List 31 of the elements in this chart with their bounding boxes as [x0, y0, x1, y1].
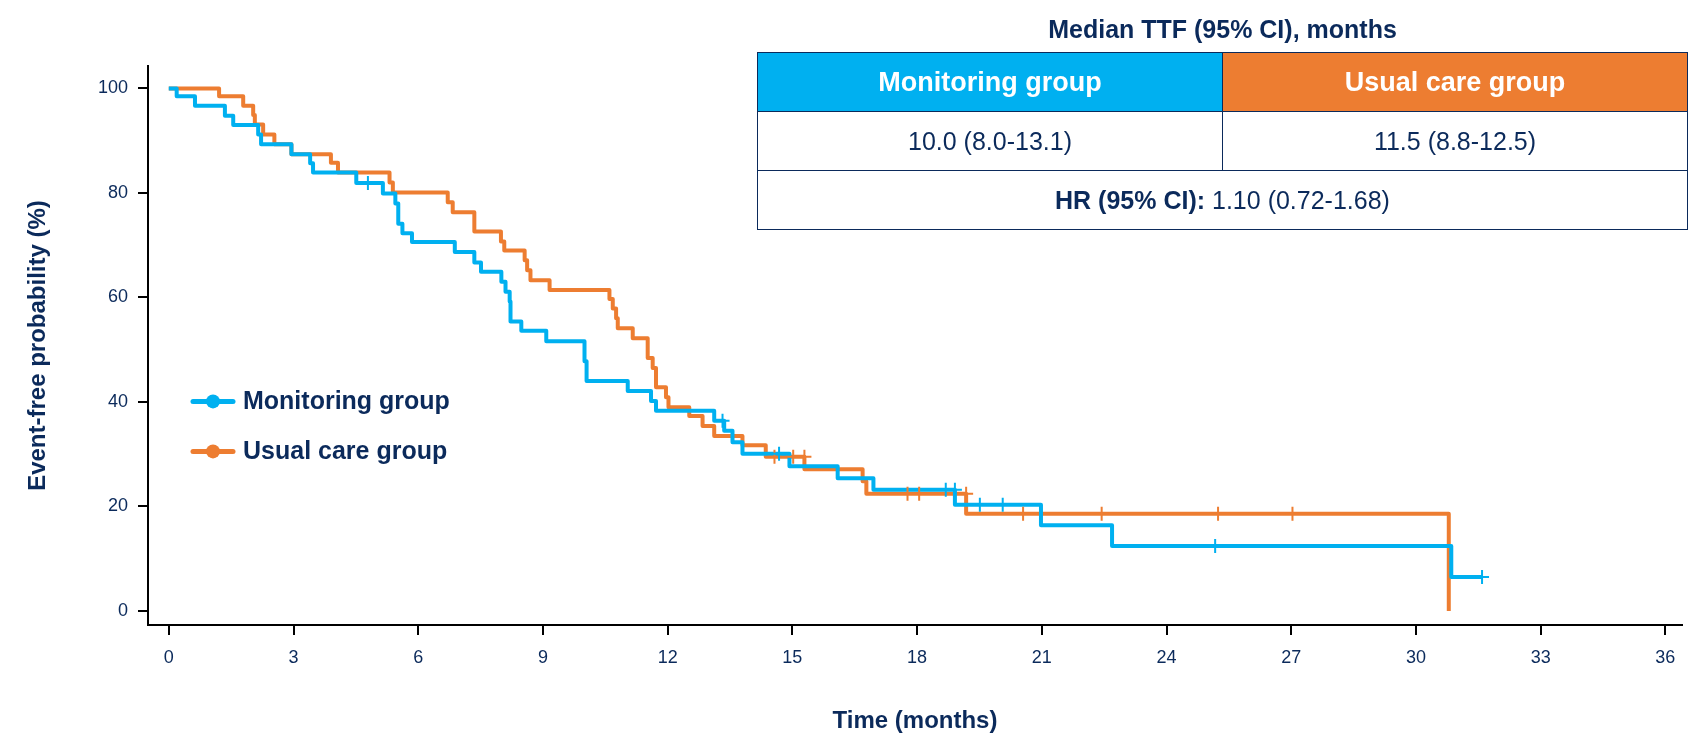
table-header-cell: Usual care group — [1222, 52, 1688, 112]
x-tick-label: 21 — [1031, 646, 1052, 667]
legend-label: Usual care group — [243, 436, 448, 465]
y-tick-label: 0 — [117, 599, 128, 620]
x-tick-label: 18 — [907, 646, 928, 667]
x-tick-label: 24 — [1156, 646, 1177, 667]
x-axis-title: Time (months) — [832, 706, 998, 734]
x-tick-label: 30 — [1405, 646, 1426, 667]
y-tick-label: 40 — [107, 390, 128, 411]
annotation: HR (95% CI): — [1055, 185, 1206, 214]
y-tick-label: 100 — [97, 77, 128, 98]
text: Median TTF (95% CI), months — [1047, 14, 1398, 45]
annotation: 11.5 (8.8-12.5) — [1222, 111, 1688, 171]
y-tick-label: 20 — [107, 495, 128, 516]
table-header-cell: Monitoring group — [757, 52, 1223, 112]
x-tick-label: 15 — [782, 646, 803, 667]
x-tick-label: 9 — [537, 646, 548, 667]
legend-label: Monitoring group — [243, 386, 450, 415]
x-tick-label: 36 — [1655, 646, 1676, 667]
x-tick-label: 27 — [1281, 646, 1302, 667]
y-axis-title: Event-free probability (%) — [23, 200, 51, 491]
x-tick-label: 3 — [288, 646, 299, 667]
x-tick-label: 33 — [1530, 646, 1551, 667]
annotation: 10.0 (8.0-13.1) — [757, 111, 1223, 171]
y-tick-label: 80 — [107, 181, 128, 202]
x-tick-label: 0 — [163, 646, 174, 667]
annotation: 1.10 (0.72-1.68) — [1212, 185, 1390, 214]
y-tick-label: 60 — [107, 286, 128, 307]
point — [766, 448, 783, 465]
x-tick-label: 12 — [657, 646, 678, 667]
x-tick-label: 6 — [413, 646, 424, 667]
